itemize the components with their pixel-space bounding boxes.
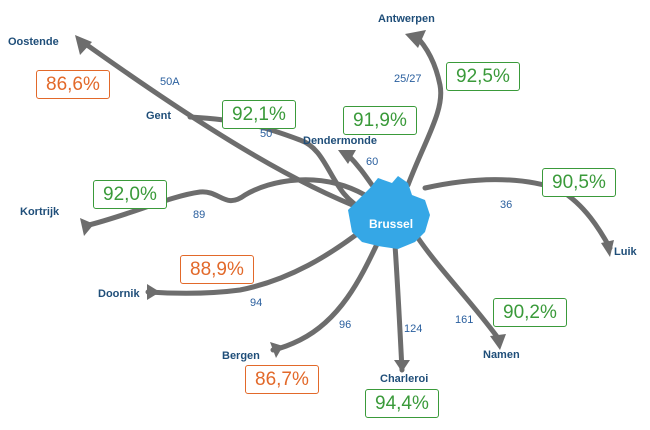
arrowhead-oostende [75,35,92,55]
pct-box-gent: 92,1% [222,100,296,129]
route-line-antwerpen [405,32,444,188]
arrowhead-kortrijk [80,218,94,236]
brussel-hub-shape [348,176,430,249]
city-namen: Namen [483,349,520,361]
city-kortrijk: Kortrijk [20,206,60,218]
pct-box-oostende: 86,6% [36,70,110,99]
route-number-namen: 161 [455,314,474,326]
pct-box-antwerpen: 92,5% [446,62,520,91]
route-line-bergen [270,239,381,353]
route-number-gent: 50 [260,128,273,140]
pct-box-luik: 90,5% [542,168,616,197]
city-luik: Luik [614,246,637,258]
route-number-kortrijk: 89 [193,209,206,221]
city-bergen: Bergen [222,350,260,362]
route-number-dendermonde: 60 [366,156,379,168]
route-number-oostende: 50A [160,76,180,88]
arrowhead-luik [601,240,614,257]
city-charleroi: Charleroi [380,373,429,385]
arrowhead-doornik [147,284,160,300]
route-line-oostende [77,37,368,213]
route-number-bergen: 96 [339,319,352,331]
route-line-doornik [145,225,368,296]
route-number-charleroi: 124 [404,323,423,335]
pct-box-dendermonde: 91,9% [343,106,417,135]
arrowhead-antwerpen [405,30,426,48]
city-gent: Gent [146,110,172,122]
pct-box-charleroi: 94,4% [365,389,439,418]
arrowhead-bergen [270,342,283,358]
city-antwerpen: Antwerpen [378,13,435,25]
pct-box-bergen: 86,7% [245,365,319,394]
pct-box-doornik: 88,9% [180,255,254,284]
pct-box-kortrijk: 92,0% [93,180,167,209]
arrowhead-dendermonde [338,150,356,164]
arrowhead-namen [490,334,506,350]
city-oostende: Oostende [8,36,59,48]
route-line-namen [415,235,501,341]
route-number-antwerpen: 25/27 [394,73,422,85]
route-number-doornik: 94 [250,297,263,309]
route-number-luik: 36 [500,199,513,211]
city-doornik: Doornik [98,288,140,300]
city-dendermonde: Dendermonde [303,135,377,147]
arrowhead-charleroi [394,360,410,372]
center-city-label: Brussel [369,217,414,231]
route-line-charleroi [392,242,405,373]
pct-box-namen: 90,2% [493,298,567,327]
